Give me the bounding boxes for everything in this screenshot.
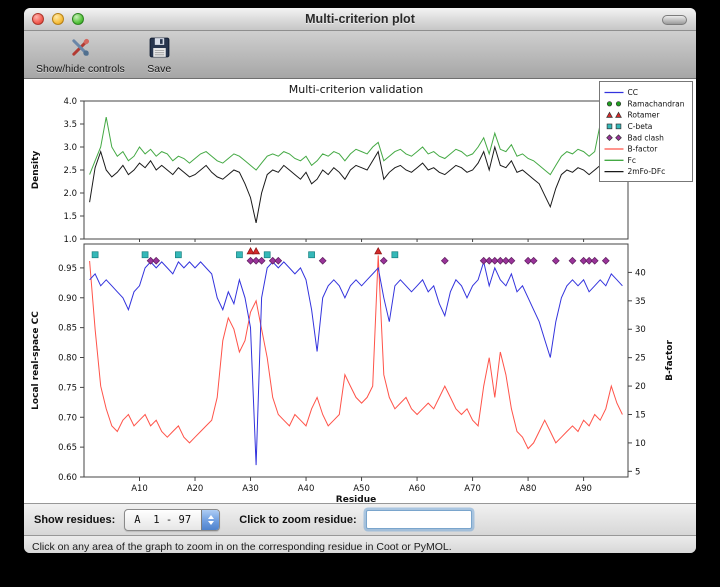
fc-line bbox=[89, 117, 623, 176]
toolbar-toggle-button[interactable] bbox=[662, 15, 687, 25]
svg-text:3.5: 3.5 bbox=[63, 120, 77, 130]
svg-text:0.70: 0.70 bbox=[58, 413, 77, 423]
controls-bar: Show residues: A 1 - 97 Click to zoom re… bbox=[24, 503, 696, 536]
svg-text:A20: A20 bbox=[187, 484, 204, 494]
svg-text:10: 10 bbox=[635, 439, 646, 449]
show-hide-controls-button[interactable]: Show/hide controls bbox=[32, 34, 129, 76]
show-residues-label: Show residues: bbox=[34, 513, 116, 526]
plot-figure[interactable]: Multi-criterion validation 1.0 1.5 2.0 2.5 3.… bbox=[24, 79, 696, 503]
svg-text:A30: A30 bbox=[242, 484, 259, 494]
svg-text:20: 20 bbox=[635, 382, 646, 392]
svg-text:30: 30 bbox=[635, 325, 646, 335]
close-button[interactable] bbox=[32, 13, 44, 25]
save-icon bbox=[147, 35, 172, 63]
window-title: Multi-criterion plot bbox=[305, 12, 415, 26]
legend-label: B-factor bbox=[628, 145, 659, 154]
zoom-residue-input[interactable] bbox=[365, 510, 472, 529]
svg-text:A70: A70 bbox=[464, 484, 481, 494]
svg-text:A50: A50 bbox=[353, 484, 370, 494]
down-arrow-icon bbox=[207, 520, 214, 525]
legend-label: CC bbox=[628, 88, 638, 97]
bad-clash-markers bbox=[146, 256, 610, 265]
svg-text:0.60: 0.60 bbox=[58, 473, 77, 483]
svg-text:A40: A40 bbox=[298, 484, 315, 494]
c-beta-markers bbox=[91, 251, 399, 259]
status-bar: Click on any area of the graph to zoom i… bbox=[24, 536, 696, 553]
svg-text:25: 25 bbox=[635, 354, 646, 364]
window: Multi-criterion plot Show/hide controls bbox=[24, 8, 696, 553]
svg-text:15: 15 bbox=[635, 410, 646, 420]
svg-text:0.65: 0.65 bbox=[58, 443, 77, 453]
legend-label: 2mFo-DFc bbox=[628, 167, 666, 176]
tools-icon bbox=[68, 35, 93, 63]
b-factor-line bbox=[89, 255, 623, 450]
2mfo-dfc-line bbox=[89, 133, 623, 224]
save-label: Save bbox=[147, 62, 172, 75]
svg-text:A90: A90 bbox=[575, 484, 592, 494]
cc-line bbox=[89, 259, 623, 466]
svg-text:3.0: 3.0 bbox=[63, 143, 77, 153]
legend-label: Rotamer bbox=[628, 111, 661, 120]
legend-label: Fc bbox=[628, 156, 636, 165]
minimize-button[interactable] bbox=[52, 13, 64, 25]
svg-text:2.5: 2.5 bbox=[63, 166, 77, 176]
toolbar: Show/hide controls Save bbox=[24, 31, 696, 79]
show-residues-value: A 1 - 97 bbox=[134, 513, 192, 526]
svg-text:1.5: 1.5 bbox=[63, 212, 77, 222]
top-plot-frame bbox=[83, 100, 629, 240]
zoom-button[interactable] bbox=[72, 13, 84, 25]
svg-text:0.95: 0.95 bbox=[58, 264, 77, 274]
svg-text:0.90: 0.90 bbox=[58, 294, 77, 304]
rotamer-markers bbox=[246, 247, 383, 255]
svg-text:A10: A10 bbox=[131, 484, 148, 494]
svg-text:0.85: 0.85 bbox=[58, 324, 77, 334]
svg-text:1.0: 1.0 bbox=[63, 235, 77, 245]
svg-text:2.0: 2.0 bbox=[63, 189, 77, 199]
svg-text:0.80: 0.80 bbox=[58, 354, 77, 364]
title-bar[interactable]: Multi-criterion plot bbox=[24, 8, 696, 31]
cc-axis-label: Local real-space CC bbox=[31, 311, 41, 410]
svg-text:A60: A60 bbox=[409, 484, 426, 494]
chart-title: Multi-criterion validation bbox=[289, 83, 424, 96]
legend-label: Ramachandran bbox=[628, 99, 685, 108]
multi-criterion-chart[interactable]: Multi-criterion validation 1.0 1.5 2.0 2.5 3.… bbox=[24, 79, 696, 503]
svg-text:5: 5 bbox=[635, 467, 640, 477]
bfactor-axis-label: B-factor bbox=[665, 340, 675, 381]
svg-text:35: 35 bbox=[635, 297, 646, 307]
save-button[interactable]: Save bbox=[143, 34, 176, 76]
svg-text:0.75: 0.75 bbox=[58, 383, 77, 393]
status-text: Click on any area of the graph to zoom i… bbox=[32, 540, 452, 553]
legend: CC Ramachandran Rotamer C-beta Bad clash B-fa… bbox=[599, 81, 693, 182]
popup-stepper-icon bbox=[201, 509, 220, 530]
zoom-residue-label: Click to zoom residue: bbox=[239, 513, 357, 526]
up-arrow-icon bbox=[207, 514, 214, 519]
svg-text:40: 40 bbox=[635, 268, 646, 278]
bottom-plot-frame bbox=[83, 243, 629, 478]
residue-axis-label: Residue bbox=[336, 495, 376, 503]
window-controls bbox=[32, 13, 84, 25]
svg-text:A80: A80 bbox=[520, 484, 537, 494]
show-residues-select[interactable]: A 1 - 97 bbox=[124, 508, 221, 531]
legend-label: Bad clash bbox=[628, 133, 665, 142]
density-axis-label: Density bbox=[31, 151, 41, 190]
legend-label: C-beta bbox=[628, 122, 653, 131]
show-hide-controls-label: Show/hide controls bbox=[36, 62, 125, 75]
svg-text:4.0: 4.0 bbox=[63, 97, 77, 107]
